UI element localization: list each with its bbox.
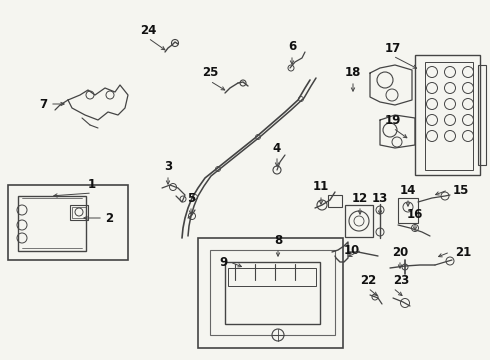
Bar — [228, 268, 316, 286]
Text: 8: 8 — [274, 234, 282, 247]
Bar — [8, 185, 128, 260]
Bar — [425, 62, 473, 170]
Text: 24: 24 — [140, 23, 156, 36]
Text: 15: 15 — [453, 184, 469, 197]
Bar — [328, 195, 342, 207]
Text: 9: 9 — [220, 256, 228, 269]
Text: 19: 19 — [385, 113, 401, 126]
Text: 20: 20 — [392, 246, 408, 258]
Text: 12: 12 — [352, 192, 368, 204]
Text: 25: 25 — [202, 67, 218, 80]
Bar — [345, 205, 373, 237]
Text: 7: 7 — [39, 98, 47, 111]
Text: 10: 10 — [344, 243, 360, 256]
Bar — [225, 262, 320, 324]
Bar — [18, 196, 86, 251]
Bar — [72, 207, 86, 218]
Bar — [70, 205, 88, 220]
Bar — [210, 250, 335, 335]
Text: 23: 23 — [393, 274, 409, 287]
Text: 6: 6 — [288, 40, 296, 54]
Text: 21: 21 — [455, 246, 471, 258]
Text: 1: 1 — [88, 179, 96, 192]
Bar — [478, 65, 486, 165]
Text: 17: 17 — [385, 41, 401, 54]
Bar — [198, 238, 343, 348]
Text: 13: 13 — [372, 192, 388, 204]
Text: 3: 3 — [164, 161, 172, 174]
Text: 5: 5 — [187, 192, 195, 204]
Text: 18: 18 — [345, 67, 361, 80]
Text: 2: 2 — [105, 211, 113, 225]
Text: 14: 14 — [400, 184, 416, 197]
Text: 4: 4 — [273, 141, 281, 154]
Text: 16: 16 — [407, 208, 423, 221]
Text: 22: 22 — [360, 274, 376, 287]
Bar — [415, 55, 480, 175]
Text: 11: 11 — [313, 180, 329, 194]
Bar — [398, 198, 418, 223]
